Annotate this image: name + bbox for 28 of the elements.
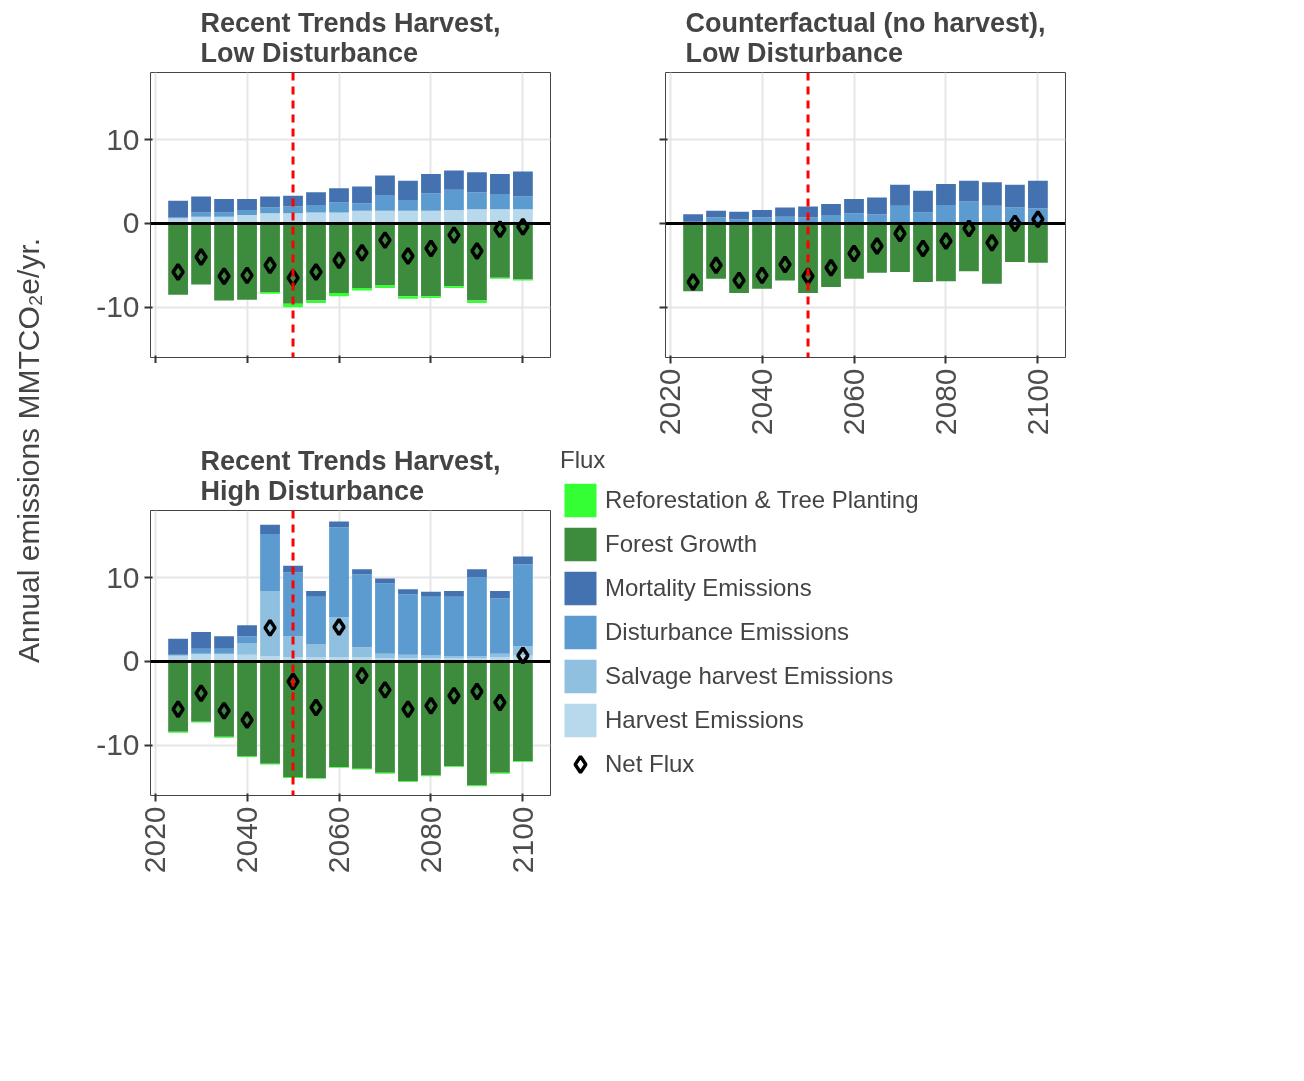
x-tick-label: 2020 [653, 368, 687, 436]
legend-label: Forest Growth [605, 529, 758, 559]
x-tick-label: 2100 [505, 806, 539, 874]
x-tick-label: 2040 [745, 368, 779, 436]
x-tick-label: 2020 [138, 806, 172, 874]
y-tick-label: 0 [122, 644, 140, 678]
x-tick-label: 2040 [230, 806, 264, 874]
y-tick-label: 10 [106, 560, 140, 594]
y-axis-title: Annual emissions MMTCO₂e/yr. [11, 237, 45, 664]
x-tick-label: 2080 [413, 806, 447, 874]
x-tick-label: 2060 [322, 806, 356, 874]
chart-title: Recent Trends Harvest, Low Disturbance [200, 7, 501, 68]
legend-label: Salvage harvest Emissions [605, 661, 894, 691]
legend-label: Net Flux [605, 749, 695, 779]
legend-label: Disturbance Emissions [605, 617, 850, 647]
y-tick-label: -10 [96, 290, 140, 324]
y-tick-label: -10 [96, 728, 140, 762]
x-tick-label: 2100 [1020, 368, 1054, 436]
chart-title: Counterfactual (no harvest), Low Disturbance [685, 7, 1046, 68]
y-tick-label: 10 [106, 122, 140, 156]
legend-title: Flux [560, 446, 607, 474]
legend-label: Harvest Emissions [605, 705, 804, 735]
chart-title: Recent Trends Harvest, High Disturbance [200, 445, 501, 506]
y-tick-label: 0 [122, 206, 140, 240]
x-tick-label: 2060 [837, 368, 871, 436]
x-tick-label: 2080 [928, 368, 962, 436]
legend-label: Mortality Emissions [605, 573, 812, 603]
legend-label: Reforestation & Tree Planting [605, 485, 919, 515]
